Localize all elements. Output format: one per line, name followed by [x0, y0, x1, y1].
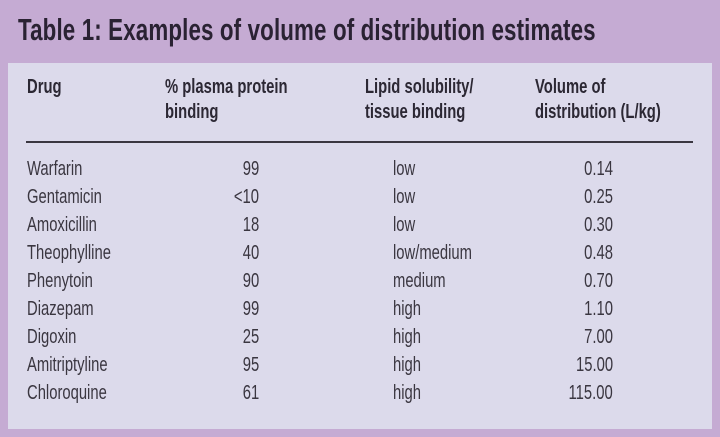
cell-binding: 18 [242, 214, 259, 236]
cell-volume: 0.25 [584, 186, 613, 208]
cell-lipid: low [393, 214, 416, 236]
table-row: Chloroquine 61 high 115.00 [8, 382, 712, 410]
cell-drug: Theophylline [27, 242, 111, 264]
header-lipid: Lipid solubility/tissue binding [365, 76, 474, 123]
cell-volume: 0.30 [584, 214, 613, 236]
cell-volume: 0.70 [584, 270, 613, 292]
table-row: Warfarin 99 low 0.14 [8, 158, 712, 186]
cell-lipid: low [393, 186, 416, 208]
table-row: Amoxicillin 18 low 0.30 [8, 214, 712, 242]
table-title: Table 1: Examples of volume of distribut… [18, 12, 596, 47]
cell-drug: Phenytoin [27, 270, 93, 292]
header-rule [26, 141, 693, 143]
cell-binding: 99 [242, 158, 259, 180]
table-row: Amitriptyline 95 high 15.00 [8, 354, 712, 382]
cell-lipid: high [393, 298, 421, 320]
cell-binding: 40 [242, 242, 259, 264]
cell-binding: 61 [242, 382, 259, 404]
cell-lipid: low [393, 158, 416, 180]
table-row: Digoxin 25 high 7.00 [8, 326, 712, 354]
cell-volume: 0.14 [584, 158, 613, 180]
cell-lipid: high [393, 382, 421, 404]
cell-drug: Digoxin [27, 326, 77, 348]
cell-binding: 90 [242, 270, 259, 292]
cell-drug: Amoxicillin [27, 214, 97, 236]
table-panel: Drug % plasma protein binding Lipid solub… [8, 63, 712, 429]
cell-drug: Warfarin [27, 158, 83, 180]
cell-lipid: low/medium [393, 242, 472, 264]
cell-lipid: medium [393, 270, 446, 292]
cell-volume: 0.48 [584, 242, 613, 264]
cell-binding: 25 [242, 326, 259, 348]
cell-volume: 1.10 [584, 298, 613, 320]
cell-lipid: high [393, 354, 421, 376]
cell-binding: 99 [242, 298, 259, 320]
cell-lipid: high [393, 326, 421, 348]
cell-drug: Diazepam [27, 298, 94, 320]
cell-binding: <10 [233, 186, 259, 208]
cell-drug: Amitriptyline [27, 354, 108, 376]
table-row: Gentamicin <10 low 0.25 [8, 186, 712, 214]
cell-binding: 95 [242, 354, 259, 376]
cell-volume: 7.00 [584, 326, 613, 348]
cell-drug: Gentamicin [27, 186, 102, 208]
table-row: Theophylline 40 low/medium 0.48 [8, 242, 712, 270]
header-binding: % plasma protein binding [165, 76, 288, 123]
header-drug: Drug [27, 76, 62, 98]
table-row: Phenytoin 90 medium 0.70 [8, 270, 712, 298]
cell-volume: 15.00 [575, 354, 613, 376]
cell-volume: 115.00 [568, 382, 613, 404]
table-row: Diazepam 99 high 1.10 [8, 298, 712, 326]
cell-drug: Chloroquine [27, 382, 107, 404]
header-volume: Volume of distribution (L/kg) [535, 76, 661, 123]
